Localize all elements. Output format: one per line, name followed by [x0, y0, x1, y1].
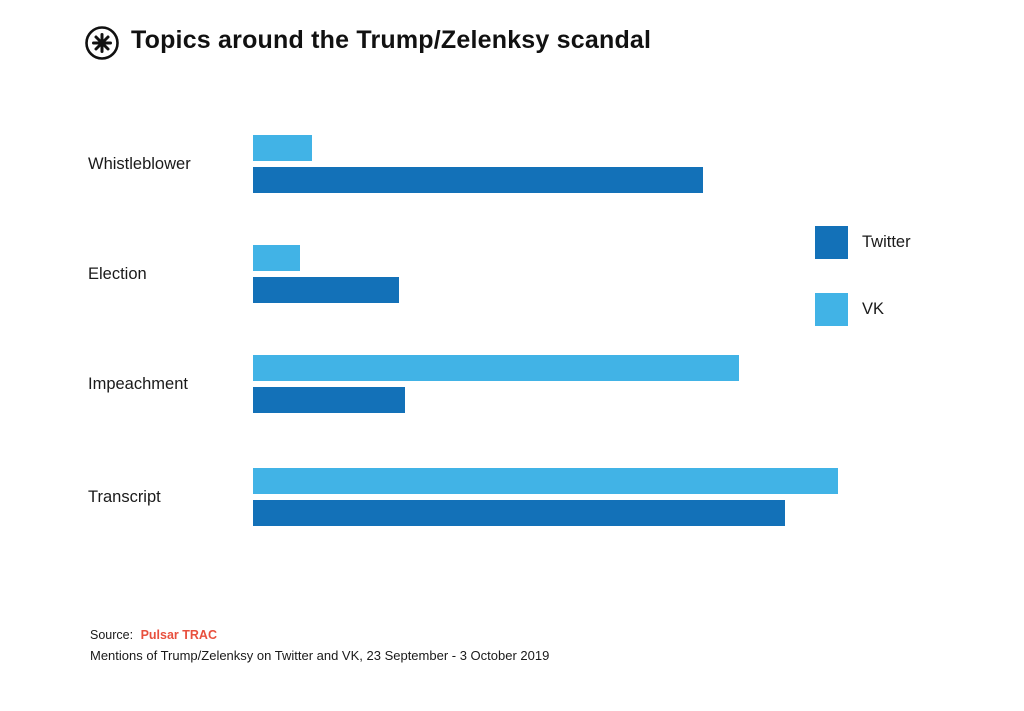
bar-twitter-election: [253, 277, 399, 303]
twitter-legend-swatch: [815, 226, 848, 259]
chart-caption: Mentions of Trump/Zelenksy on Twitter an…: [90, 648, 550, 663]
legend-item-twitter: Twitter: [815, 226, 985, 259]
chart-title: Topics around the Trump/Zelenksy scandal: [131, 26, 652, 54]
bar-twitter-impeachment: [253, 387, 405, 413]
legend-label-vk: VK: [862, 300, 885, 318]
category-label: Election: [88, 264, 147, 283]
category-label: Whistleblower: [88, 154, 191, 173]
vk-legend-swatch: [815, 293, 848, 326]
category-label: Transcript: [88, 487, 161, 506]
pulsar-logo-icon: [85, 26, 119, 60]
bar-vk-whistleblower: [253, 135, 312, 161]
chart-legend: Twitter VK: [815, 226, 985, 360]
source-prefix: Source:: [90, 628, 134, 642]
category-label: Impeachment: [88, 374, 188, 393]
bar-vk-election: [253, 245, 300, 271]
bar-twitter-whistleblower: [253, 167, 703, 193]
legend-item-vk: VK: [815, 293, 985, 326]
source-name: Pulsar TRAC: [140, 628, 217, 642]
bar-vk-transcript: [253, 468, 838, 494]
legend-label-twitter: Twitter: [862, 233, 911, 251]
source-line: Source: Pulsar TRAC: [90, 628, 549, 642]
bar-vk-impeachment: [253, 355, 739, 381]
chart-footer: Source: Pulsar TRAC Mentions of Trump/Ze…: [90, 628, 549, 663]
bar-twitter-transcript: [253, 500, 785, 526]
